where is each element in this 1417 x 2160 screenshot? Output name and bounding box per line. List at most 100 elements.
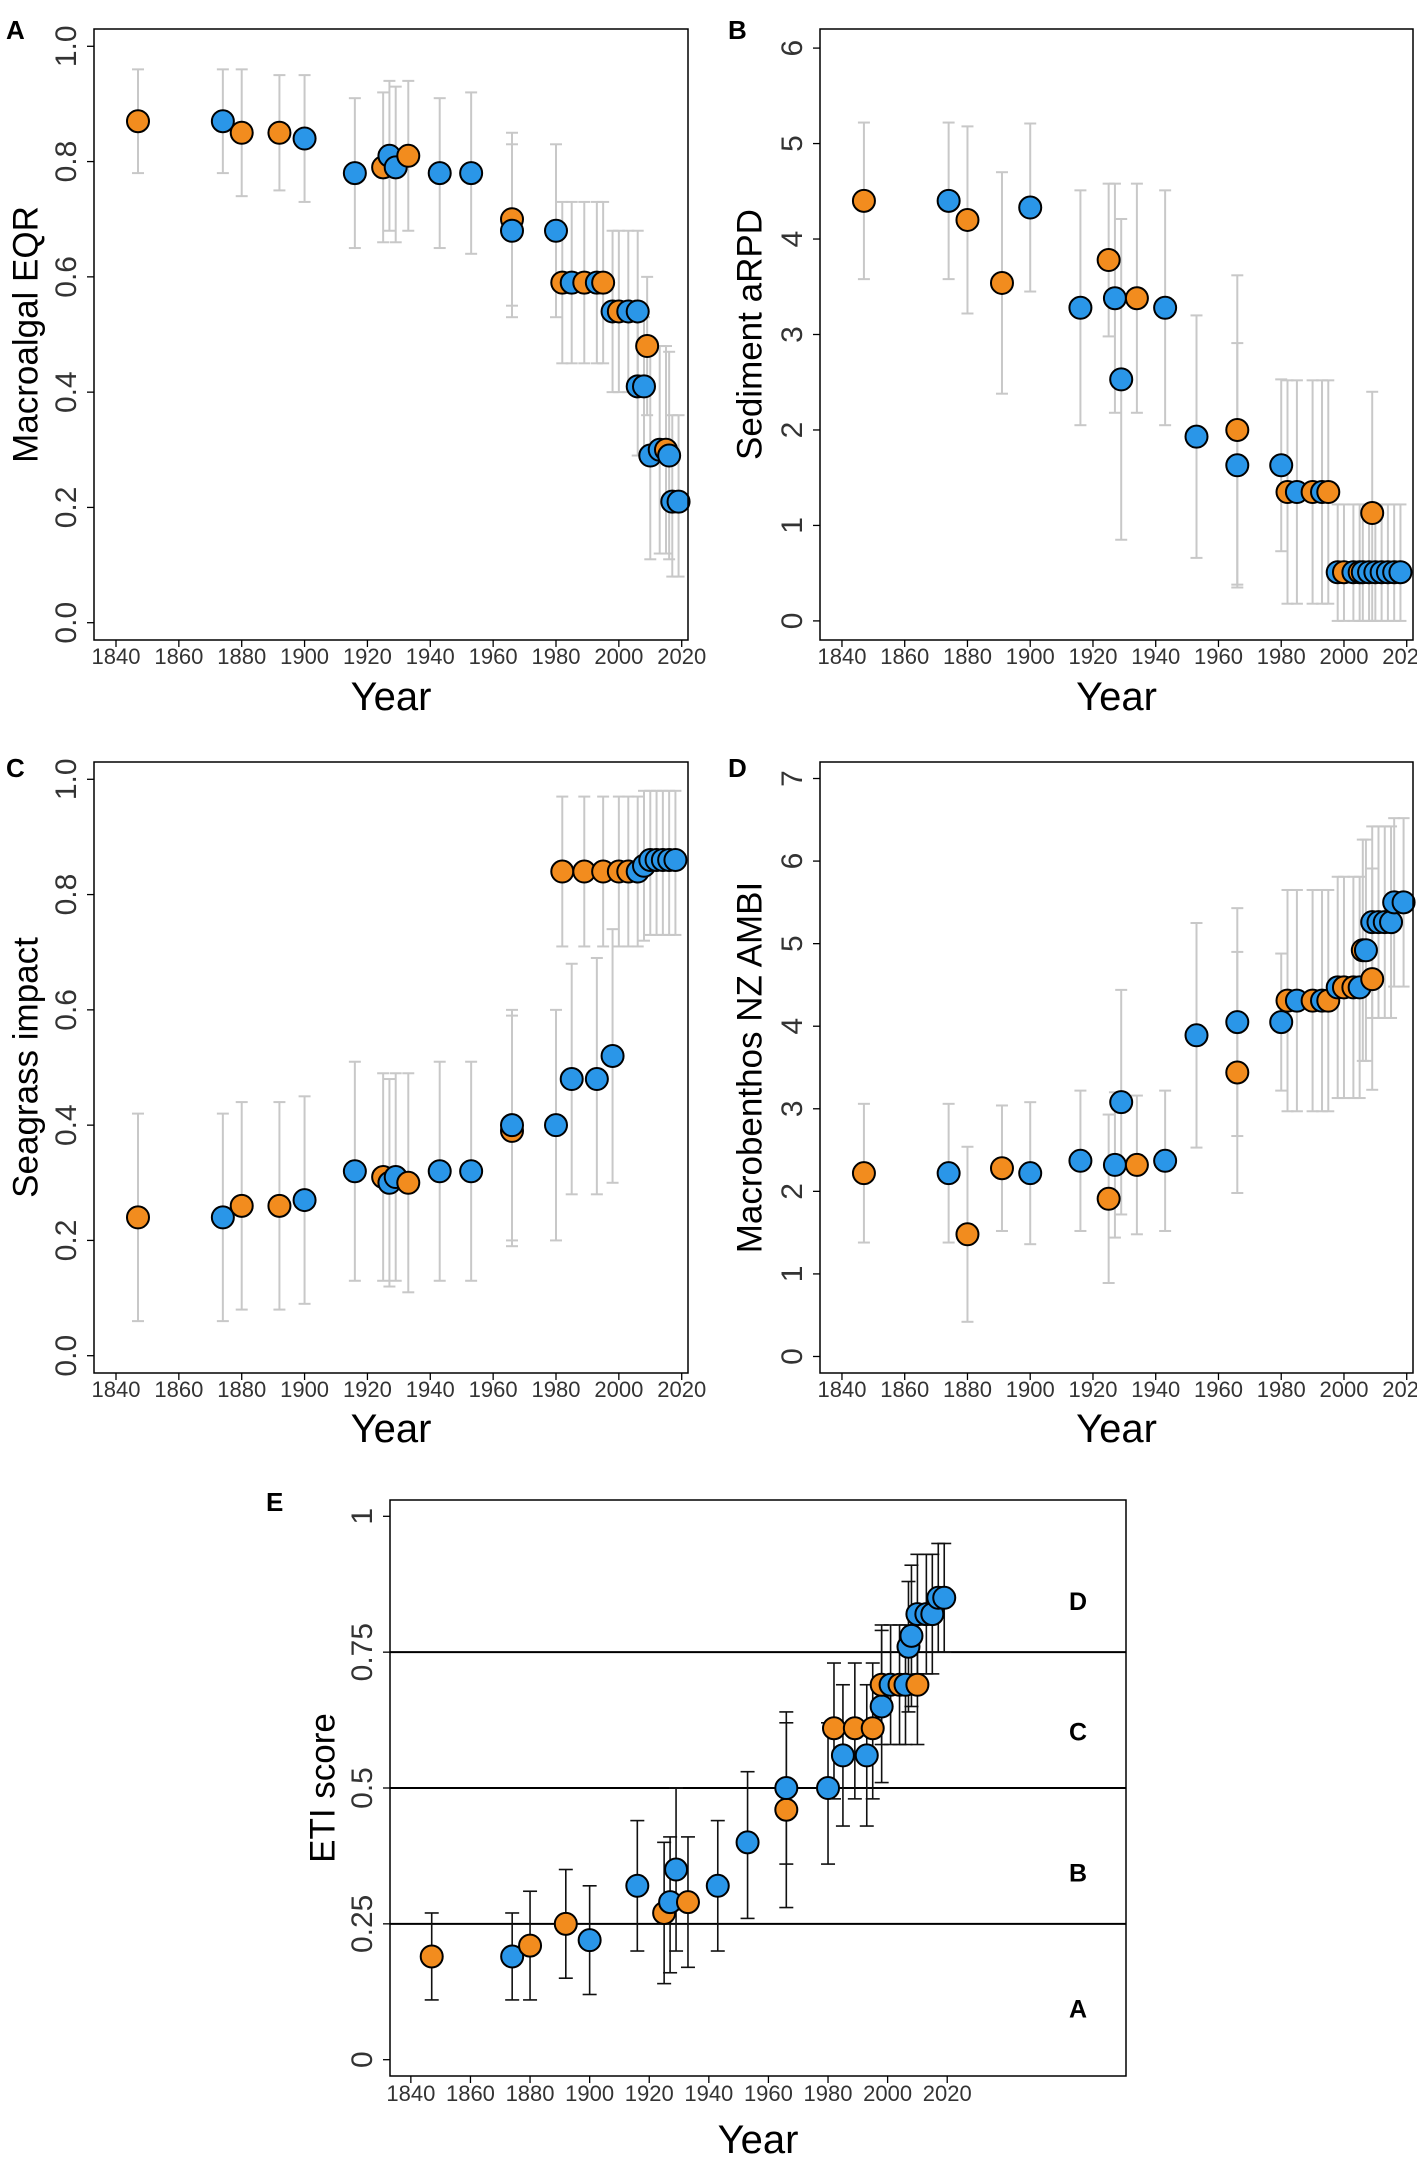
data-point-orange — [1124, 286, 1149, 311]
x-tick-label: 1840 — [386, 2081, 435, 2106]
y-tick-label: 0.0 — [50, 602, 83, 644]
data-points — [851, 188, 1413, 585]
data-point-orange — [1096, 248, 1121, 273]
data-point-blue — [544, 1113, 568, 1138]
data-point-blue — [342, 161, 367, 186]
y-axis-title: ETI score — [303, 1713, 342, 1863]
y-tick-label: 0.5 — [346, 1767, 379, 1809]
data-point-blue — [1353, 938, 1378, 963]
data-point-blue — [625, 299, 650, 324]
error-bars — [424, 1542, 952, 2001]
x-tick-label: 1940 — [406, 1377, 455, 1402]
data-point-blue — [830, 1743, 855, 1768]
y-tick-label: 0 — [346, 2051, 379, 2068]
x-tick-label: 1980 — [532, 644, 581, 669]
x-axis: 1840 1860 1880 1900 1920 1940 1960 1980 2000 2020 — [92, 640, 706, 669]
data-point-blue — [210, 1205, 235, 1230]
data-point-orange — [1124, 1152, 1149, 1177]
panel-c: C 1840 1860 1880 1900 1920 1940 1960 1980 2000 202… — [6, 753, 706, 1451]
data-point-orange — [553, 1911, 578, 1936]
y-tick-label: 4 — [776, 231, 809, 248]
data-point-blue — [1018, 195, 1043, 220]
x-tick-label: 1880 — [943, 644, 992, 669]
x-tick-label: 1840 — [92, 644, 141, 669]
x-axis: 1840 1860 1880 1900 1920 1940 1960 1980 2000 2020 — [386, 2076, 972, 2106]
data-point-blue — [459, 1159, 484, 1184]
data-point-orange — [550, 859, 575, 884]
data-point-blue — [1102, 286, 1127, 311]
y-tick-label: 7 — [776, 770, 809, 787]
data-point-orange — [905, 1672, 930, 1697]
y-axis-title: Sediment aRPD — [730, 209, 769, 460]
x-axis-title: Year — [1076, 1407, 1157, 1451]
x-tick-label: 1840 — [92, 1377, 141, 1402]
x-tick-label: 2000 — [594, 644, 643, 669]
data-points — [851, 890, 1416, 1247]
data-point-blue — [459, 161, 484, 186]
data-point-blue — [1018, 1161, 1043, 1186]
trophic-class-label: D — [1069, 1588, 1087, 1616]
x-tick-label: 1900 — [1006, 1377, 1055, 1402]
data-point-blue — [210, 109, 235, 134]
data-point-blue — [932, 1585, 957, 1610]
x-tick-label: 1860 — [154, 644, 203, 669]
data-point-blue — [1109, 367, 1134, 392]
data-point-blue — [625, 1873, 650, 1898]
x-axis: 1840 1860 1880 1900 1920 1940 1960 1980 2000 2020 — [817, 640, 1417, 669]
y-axis: 0 1 2 3 4 5 6 7 — [776, 770, 820, 1365]
data-point-blue — [774, 1776, 799, 1800]
y-tick-label: 0.25 — [346, 1895, 379, 1953]
data-point-orange — [126, 1205, 150, 1230]
x-tick-label: 1900 — [280, 644, 329, 669]
data-point-blue — [899, 1623, 924, 1648]
x-tick-label: 1960 — [1194, 644, 1243, 669]
x-tick-label: 1960 — [1194, 1377, 1243, 1402]
data-point-orange — [267, 120, 292, 145]
y-tick-label: 0.8 — [50, 874, 83, 916]
data-point-blue — [427, 1159, 452, 1184]
data-point-orange — [955, 1222, 980, 1247]
data-point-orange — [821, 1716, 846, 1741]
x-tick-label: 1980 — [1257, 1377, 1306, 1402]
x-tick-label: 1940 — [1131, 644, 1180, 669]
x-tick-label: 1900 — [565, 2081, 614, 2106]
y-tick-label: 0.4 — [50, 371, 83, 413]
y-tick-label: 0 — [776, 1348, 809, 1365]
data-point-blue — [342, 1159, 367, 1184]
data-point-orange — [1316, 480, 1341, 505]
y-tick-label: 3 — [776, 1100, 809, 1117]
data-point-orange — [851, 188, 876, 213]
x-tick-label: 2020 — [1382, 1377, 1417, 1402]
data-point-blue — [657, 443, 682, 468]
y-tick-label: 6 — [776, 40, 809, 57]
x-tick-label: 1900 — [1006, 644, 1055, 669]
plot-frame — [93, 761, 689, 1374]
data-point-orange — [989, 270, 1014, 295]
data-point-blue — [666, 489, 691, 514]
data-point-orange — [1360, 501, 1385, 526]
x-axis: 1840 1860 1880 1900 1920 1940 1960 1980 2000 2020 — [817, 1373, 1417, 1402]
y-tick-label: 6 — [776, 853, 809, 870]
error-bars — [857, 817, 1410, 1323]
data-point-orange — [396, 1170, 421, 1195]
y-tick-label: 0.4 — [50, 1104, 83, 1146]
x-tick-label: 1940 — [1131, 1377, 1180, 1402]
y-tick-label: 1 — [776, 517, 809, 534]
x-tick-label: 1880 — [943, 1377, 992, 1402]
data-point-blue — [1388, 560, 1413, 585]
data-point-blue — [544, 218, 568, 243]
panel-label: B — [728, 15, 747, 45]
data-point-orange — [774, 1797, 799, 1822]
data-point-blue — [500, 1944, 525, 1969]
x-tick-label: 1840 — [817, 644, 866, 669]
y-axis: 0.0 0.2 0.4 0.6 0.8 1.0 — [50, 758, 94, 1377]
x-tick-label: 1920 — [343, 644, 392, 669]
x-tick-label: 1920 — [1068, 644, 1117, 669]
data-point-blue — [816, 1776, 841, 1800]
x-tick-label: 2000 — [594, 1377, 643, 1402]
data-point-blue — [1225, 453, 1250, 478]
x-tick-label: 1860 — [154, 1377, 203, 1402]
data-point-blue — [735, 1830, 760, 1855]
data-point-blue — [663, 847, 688, 872]
